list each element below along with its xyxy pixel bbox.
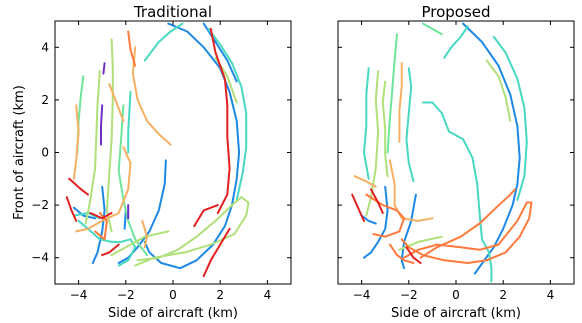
traditional-trajectory-line <box>209 27 231 214</box>
traditional-trajectory-line <box>143 22 241 270</box>
proposed-x-tick-label: −2 <box>400 288 418 302</box>
traditional-trajectory-line <box>131 46 172 146</box>
traditional-y-tick-label: 2 <box>41 93 49 107</box>
traditional-trajectory-line <box>68 177 89 196</box>
proposed-x-tick-label: 4 <box>547 288 555 302</box>
traditional-y-tick-label: 0 <box>41 146 49 160</box>
proposed-x-tick-label: 2 <box>499 288 507 302</box>
traditional-x-tick-label: −2 <box>117 288 135 302</box>
proposed-trajectory-line <box>388 243 415 264</box>
panel-proposed: −4 −2 0 2 4 Proposed Side of aircraft (km) <box>337 3 575 321</box>
traditional-trajectory-line <box>207 27 248 201</box>
proposed-trajectory-line <box>353 175 377 188</box>
traditional-y-axis-label: Front of aircraft (km) <box>12 85 27 220</box>
traditional-trajectory-line <box>84 70 101 225</box>
traditional-title: Traditional <box>133 3 212 21</box>
traditional-trajectory-line <box>134 196 250 267</box>
proposed-trajectory-line <box>422 101 493 283</box>
traditional-x-tick-label: 0 <box>169 288 177 302</box>
traditional-trajectory-line <box>91 185 106 264</box>
proposed-trajectory-line <box>398 62 403 143</box>
proposed-trajectory-line <box>381 80 389 178</box>
proposed-trajectory-line <box>485 59 512 122</box>
traditional-trajectory-line <box>117 104 148 257</box>
proposed-trajectory-line <box>462 22 521 275</box>
traditional-trajectory-line <box>77 219 137 267</box>
proposed-trajectory-line <box>405 246 422 264</box>
proposed-trajectory-line <box>443 25 469 59</box>
traditional-x-tick-label: 2 <box>216 288 224 302</box>
proposed-trajectory-line <box>492 35 528 201</box>
traditional-trajectory-line <box>110 230 170 257</box>
traditional-trajectory-line <box>127 91 132 154</box>
proposed-title: Proposed <box>421 3 490 21</box>
traditional-series-group <box>65 22 250 278</box>
proposed-trajectory-line <box>360 214 377 225</box>
traditional-trajectory-line <box>117 159 167 264</box>
proposed-trajectory-line <box>365 70 380 217</box>
traditional-trajectory-line <box>72 206 97 220</box>
proposed-trajectory-line <box>363 67 370 180</box>
traditional-trajectory-line <box>202 22 238 83</box>
traditional-trajectory-line <box>193 204 219 228</box>
proposed-ticks: −4 −2 0 2 4 <box>338 21 574 302</box>
traditional-trajectory-line <box>101 243 120 257</box>
traditional-trajectory-line <box>127 30 137 67</box>
traditional-trajectory-line <box>89 212 113 220</box>
proposed-x-axis-label: Side of aircraft (km) <box>391 306 521 321</box>
traditional-x-tick-label: −4 <box>70 288 88 302</box>
traditional-x-axis-label: Side of aircraft (km) <box>108 306 238 321</box>
proposed-trajectory-line <box>422 22 443 36</box>
traditional-trajectory-line <box>105 38 114 233</box>
traditional-y-tick-label: −2 <box>31 198 49 212</box>
traditional-trajectory-line <box>141 219 148 249</box>
proposed-x-tick-label: 0 <box>452 288 460 302</box>
proposed-trajectory-line <box>351 193 365 222</box>
proposed-trajectory-line <box>386 33 398 154</box>
panel-traditional: −4 −2 0 2 4 −4 −2 0 2 4 Traditional Side of aircr… <box>12 3 292 321</box>
traditional-ticks: −4 −2 0 2 4 −4 −2 0 2 4 <box>31 21 291 302</box>
traditional-axes-frame <box>54 20 292 285</box>
proposed-series-group <box>351 22 533 283</box>
traditional-trajectory-line <box>143 22 184 62</box>
traditional-trajectory-line <box>72 104 80 180</box>
traditional-trajectory-line <box>102 62 106 75</box>
traditional-trajectory-line <box>100 104 104 146</box>
traditional-trajectory-line <box>65 196 78 222</box>
proposed-axes-frame <box>337 20 575 285</box>
proposed-x-tick-label: −4 <box>353 288 371 302</box>
proposed-trajectory-line <box>370 188 384 214</box>
traditional-x-tick-label: 4 <box>264 288 272 302</box>
traditional-trajectory-line <box>75 146 132 233</box>
traditional-y-tick-label: −4 <box>31 251 49 265</box>
traditional-trajectory-line <box>202 227 231 278</box>
proposed-trajectory-line <box>405 67 415 183</box>
proposed-trajectory-line <box>419 188 516 259</box>
proposed-trajectory-line <box>400 201 533 264</box>
traditional-y-tick-label: 4 <box>41 40 49 54</box>
proposed-trajectory-line <box>365 193 406 238</box>
traditional-trajectory-line <box>108 83 125 122</box>
